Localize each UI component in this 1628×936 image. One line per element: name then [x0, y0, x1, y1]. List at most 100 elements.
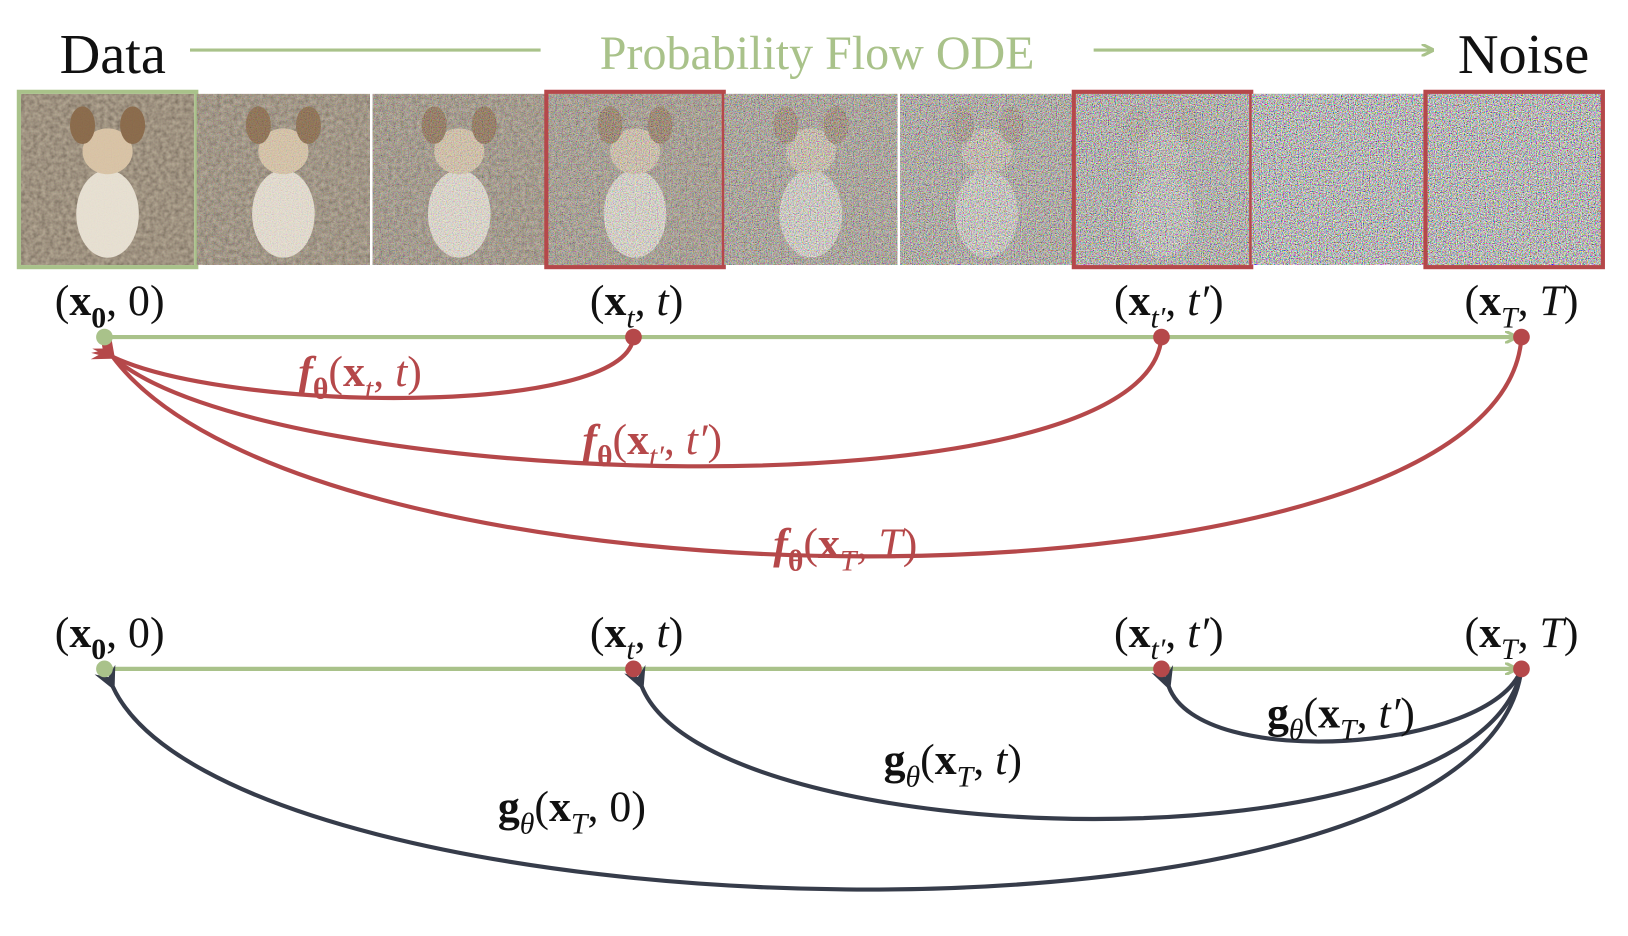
label-part: , 0): [106, 277, 164, 325]
label-part: (: [328, 348, 343, 396]
label-part: , 0): [588, 783, 646, 831]
mapping-arrow: [624, 664, 1524, 822]
label-part: , 0): [106, 609, 164, 657]
label-part: (: [1114, 277, 1129, 325]
label-part: f: [773, 520, 792, 568]
label-part: θ: [597, 440, 613, 473]
dog-ear: [120, 106, 146, 144]
label-part: (: [590, 609, 605, 657]
noise: [548, 93, 722, 266]
label-part: (: [1304, 689, 1319, 737]
panel-border: [1071, 89, 1254, 270]
panel-border: [1423, 89, 1605, 270]
label-part: θ: [906, 761, 921, 794]
label-part: t′: [1187, 609, 1210, 657]
label-part: T: [1501, 633, 1520, 666]
label-part: t: [995, 736, 1009, 784]
label-part: x: [1129, 609, 1151, 657]
math-label: (xt′, t′): [1114, 609, 1224, 666]
node-dot: [625, 328, 642, 346]
math-label: fθ(xT, T): [773, 520, 917, 577]
image-strip: [16, 89, 1605, 270]
label-part: t: [395, 348, 409, 396]
label-part: ,: [1165, 609, 1187, 657]
label-part: (: [534, 783, 549, 831]
panel-border: [16, 89, 199, 270]
label-part: t: [657, 277, 671, 325]
node-dot: [1153, 660, 1170, 678]
image-panel: [1075, 93, 1250, 266]
label-part: T: [1539, 609, 1566, 657]
mapping-arrow: [90, 336, 636, 401]
node-dot: [1153, 328, 1170, 346]
label-part: ,: [856, 520, 878, 568]
noise: [724, 93, 898, 266]
math-label: (xt, t): [590, 609, 683, 666]
label-part: T: [1340, 714, 1359, 747]
image-panel: [548, 93, 722, 266]
label-part: ): [1400, 689, 1415, 737]
math-label: gθ(xT, t′): [1267, 689, 1415, 746]
label-part: t′: [649, 440, 664, 473]
label-part: x: [1479, 609, 1501, 657]
math-label: fθ(xt′, t′): [582, 416, 722, 473]
noise: [1427, 93, 1601, 266]
label-part: x: [818, 520, 840, 568]
image-panel: [900, 93, 1074, 266]
label-part: T: [878, 520, 905, 568]
dog-head: [82, 128, 133, 175]
node-dot: [96, 328, 113, 346]
label-part: t′: [1187, 277, 1210, 325]
mapping-arrow: [94, 664, 1524, 892]
label-part: θ: [1289, 714, 1304, 747]
label-part: ,: [635, 277, 657, 325]
label-part: ): [669, 609, 684, 657]
label-part: (: [1114, 609, 1129, 657]
label-part: ): [1007, 736, 1022, 784]
label-part: x: [1318, 689, 1340, 737]
image-panel: [196, 93, 370, 266]
math-label: gθ(xT, t): [884, 736, 1022, 793]
label-part: t′: [686, 416, 709, 464]
label-part: f: [298, 348, 317, 396]
math-label: gθ(xT, 0): [498, 783, 646, 840]
label-part: θ: [788, 545, 804, 578]
image-panel: [372, 93, 546, 266]
label-part: ,: [635, 609, 657, 657]
label-part: T: [1539, 277, 1566, 325]
label-part: ): [1564, 277, 1579, 325]
panel-border: [544, 89, 726, 270]
label-part: g: [498, 783, 520, 831]
label-part: x: [69, 609, 91, 657]
label-part: ,: [1518, 609, 1540, 657]
math-label: (xt′, t′): [1114, 277, 1224, 334]
math-label: (xt, t): [590, 277, 683, 334]
image-panel: [20, 93, 195, 266]
label-part: (: [55, 277, 70, 325]
node-dot: [1513, 660, 1530, 678]
label-part: 0: [91, 633, 106, 666]
node-dot: [96, 660, 113, 678]
label-part: x: [549, 783, 571, 831]
label-part: t′: [1379, 689, 1402, 737]
label-part: ): [708, 416, 723, 464]
start-label: Data: [60, 24, 166, 86]
label-part: ,: [1518, 277, 1540, 325]
noise: [372, 93, 546, 266]
math-label: fθ(xt, t): [298, 348, 422, 405]
label-part: x: [343, 348, 365, 396]
math-label: (x0, 0): [55, 609, 165, 666]
label-part: ,: [1165, 277, 1187, 325]
label-part: ): [1564, 609, 1579, 657]
label-part: θ: [520, 807, 535, 840]
label-part: ): [407, 348, 422, 396]
label-part: x: [935, 736, 957, 784]
label-part: t: [626, 633, 635, 666]
noise: [1251, 93, 1425, 266]
label-part: (: [590, 277, 605, 325]
label-part: ): [1209, 277, 1224, 325]
label-part: ,: [1357, 689, 1379, 737]
label-part: x: [1129, 277, 1151, 325]
label-part: t: [626, 301, 635, 334]
image-panel: [1251, 93, 1425, 266]
